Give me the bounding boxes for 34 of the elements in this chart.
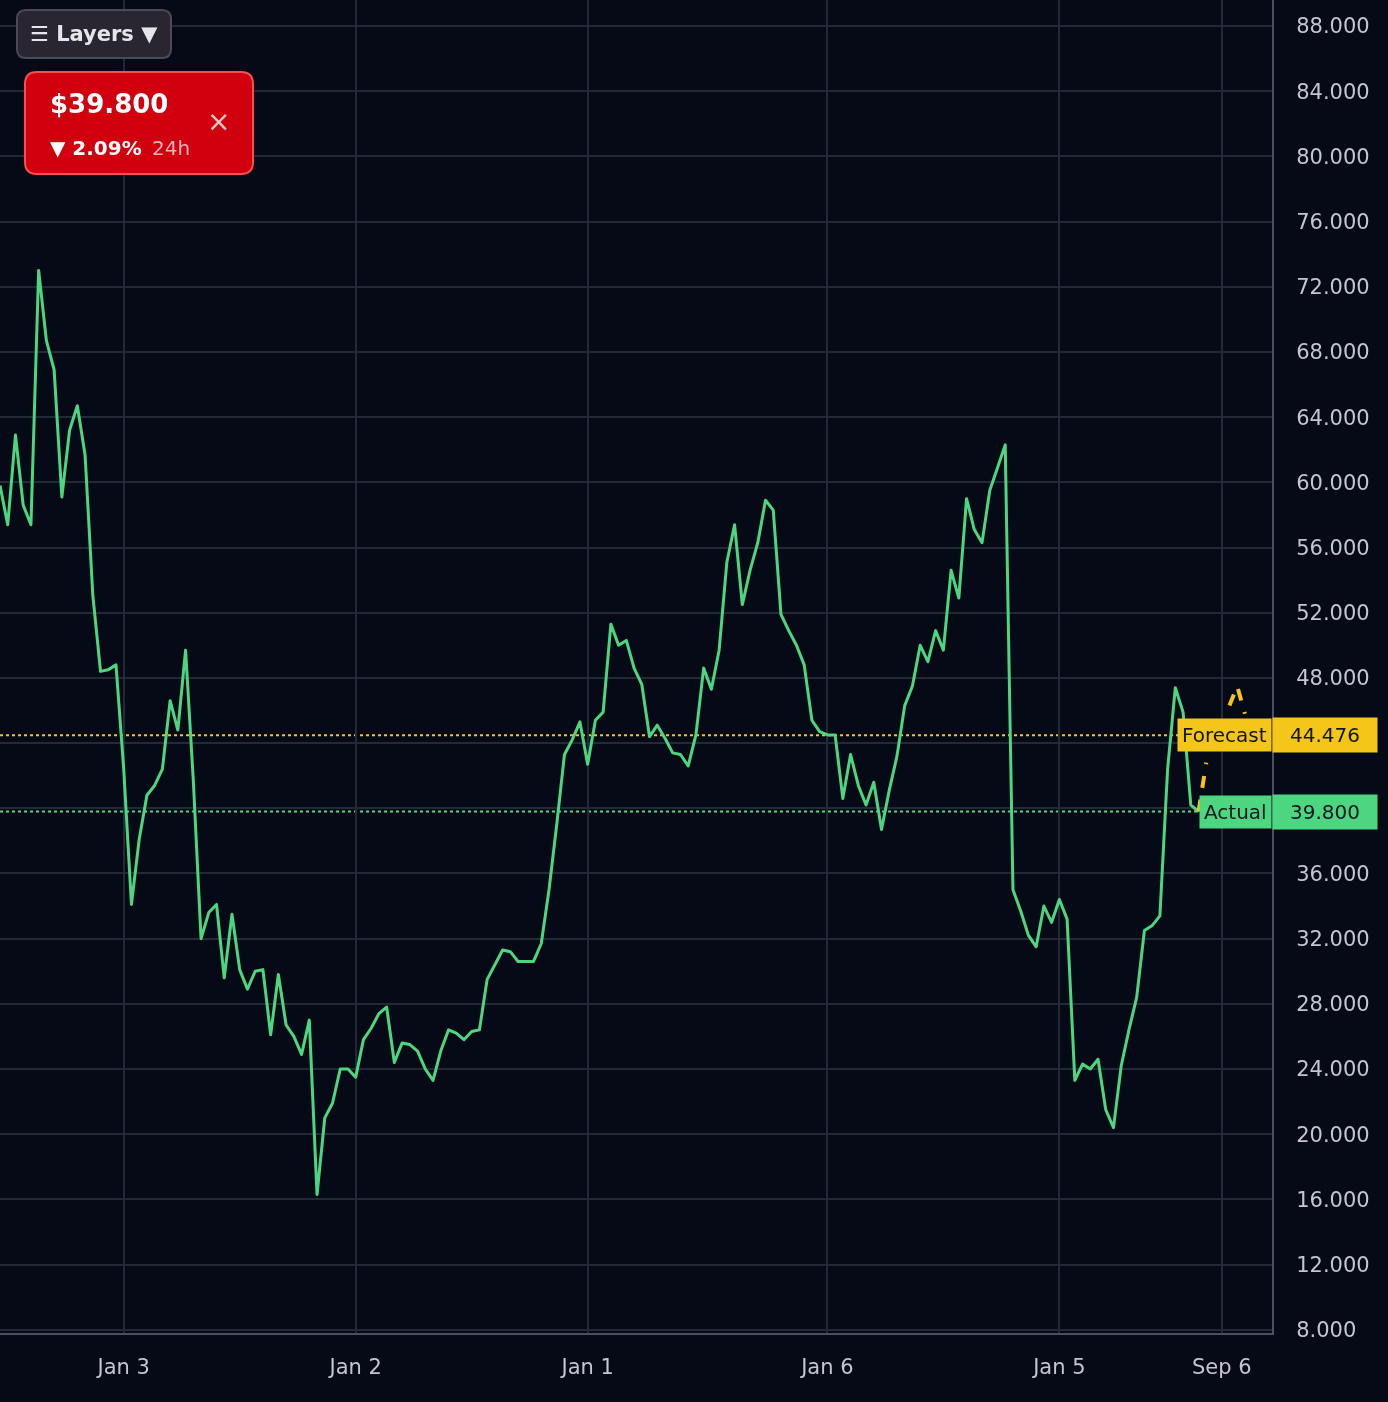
y-tick-label: 84.000 [1296,79,1370,104]
x-tick-label: Jan 2 [327,1355,382,1380]
y-tick-label: 88.000 [1296,14,1370,39]
x-tick-label: Jan 5 [1031,1355,1086,1380]
x-tick-label: Sep 6 [1191,1355,1252,1380]
x-tick-label: Jan 6 [799,1355,854,1380]
y-tick-label: 32.000 [1296,926,1370,951]
y-tick-label: 80.000 [1296,144,1370,169]
x-tick-label: Jan 3 [95,1355,150,1380]
ref-line-label: Actual [1204,800,1267,824]
annotation: ▼ 2.09% [50,136,142,160]
y-tick-label: 12.000 [1296,1252,1370,1277]
y-tick-label: 16.000 [1296,1187,1370,1212]
y-tick-label: 60.000 [1296,470,1370,495]
y-tick-label: 64.000 [1296,405,1370,430]
annotation: ☰ Layers ▼ [30,22,159,46]
y-tick-label: 20.000 [1296,1122,1370,1147]
y-tick-label: 8.000 [1296,1318,1357,1343]
y-tick-label: 48.000 [1296,666,1370,691]
text: 39.800 [1290,800,1360,824]
y-tick-label: 28.000 [1296,992,1370,1017]
text: 44.476 [1290,723,1360,747]
y-tick-label: 24.000 [1296,1057,1370,1082]
annotation: × [207,105,231,138]
y-tick-label: 56.000 [1296,535,1370,560]
annotation: $39.800 [50,89,169,119]
x-tick-label: Jan 1 [559,1355,614,1380]
y-tick-label: 36.000 [1296,861,1370,886]
y-tick-label: 76.000 [1296,209,1370,234]
y-tick-label: 52.000 [1296,601,1370,626]
ref-line-label: Forecast [1182,723,1267,747]
annotation: 24h [152,136,191,160]
y-tick-label: 72.000 [1296,275,1370,300]
y-tick-label: 68.000 [1296,340,1370,365]
